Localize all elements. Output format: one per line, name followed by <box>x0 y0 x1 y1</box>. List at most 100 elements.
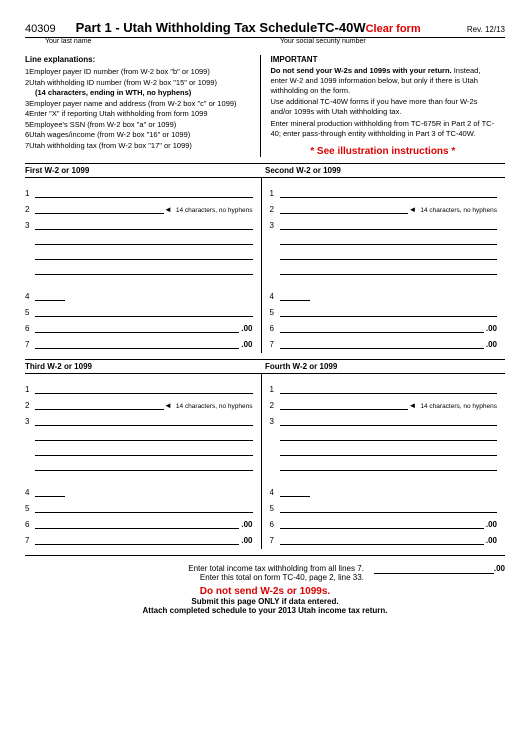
dec-6: .00 <box>241 324 252 333</box>
field-6[interactable] <box>35 519 239 529</box>
important-p3: Enter mineral production withholding fro… <box>271 119 496 139</box>
field-3b[interactable] <box>280 235 498 245</box>
note-14: 14 characters, no hyphens <box>176 207 253 214</box>
field-5[interactable] <box>280 503 498 513</box>
footer-text: Enter total income tax withholding from … <box>25 564 374 582</box>
n2: 2 <box>25 401 35 410</box>
sh1-right: Second W-2 or 1099 <box>265 166 505 175</box>
field-3d[interactable] <box>35 265 253 275</box>
field-1[interactable] <box>35 188 253 198</box>
header: 40309 Part 1 - Utah Withholding Tax Sche… <box>25 20 505 35</box>
submit-note: Submit this page ONLY if data entered. <box>25 597 505 606</box>
exp-2: 2Utah withholding ID number (from W-2 bo… <box>25 78 250 89</box>
clear-form-button[interactable]: Clear form <box>366 23 421 35</box>
dec-7: .00 <box>241 536 252 545</box>
dec-6: .00 <box>241 520 252 529</box>
field-6[interactable] <box>35 323 239 333</box>
note-14: 14 characters, no hyphens <box>420 207 497 214</box>
imp-bold: Do not send your W-2s and 1099s with you… <box>271 66 452 75</box>
note-14: 14 characters, no hyphens <box>176 403 253 410</box>
field-4[interactable] <box>35 291 65 301</box>
field-3a[interactable] <box>35 416 253 426</box>
field-3c[interactable] <box>35 250 253 260</box>
field-3d[interactable] <box>280 461 498 471</box>
field-5[interactable] <box>280 307 498 317</box>
field-3a[interactable] <box>280 220 498 230</box>
block-4: 1 2◄14 characters, no hyphens 3 4 5 6.00… <box>261 374 506 549</box>
n1: 1 <box>25 385 35 394</box>
arrow-icon: ◄ <box>408 205 416 214</box>
block-3: 1 2 ◄ 14 characters, no hyphens 3 4 5 6 .00… <box>25 374 261 549</box>
revision: Rev. 12/13 <box>467 25 505 34</box>
form-id: TC-40W <box>317 20 365 35</box>
n6: 6 <box>25 324 35 333</box>
n4: 4 <box>25 292 35 301</box>
n7: 7 <box>270 536 280 545</box>
field-7[interactable] <box>280 535 484 545</box>
n2: 2 <box>270 205 280 214</box>
n5: 5 <box>25 308 35 317</box>
important-p1: Do not send your W-2s and 1099s with you… <box>271 66 496 95</box>
footer-line2: Enter this total on form TC-40, page 2, … <box>25 573 364 582</box>
exp-5: 5Employee's SSN (from W-2 box "a" or 109… <box>25 120 250 131</box>
field-2[interactable] <box>35 204 164 214</box>
n6: 6 <box>25 520 35 529</box>
field-3a[interactable] <box>280 416 498 426</box>
block-1: 1 2◄14 characters, no hyphens 3 4 5 6.00… <box>25 178 261 353</box>
field-3c[interactable] <box>280 250 498 260</box>
field-7[interactable] <box>35 339 239 349</box>
n5: 5 <box>25 504 35 513</box>
form-code: 40309 <box>25 23 56 35</box>
note-14: 14 characters, no hyphens <box>420 403 497 410</box>
field-5[interactable] <box>35 307 253 317</box>
illustration-note: * See illustration instructions * <box>271 146 496 157</box>
n3: 3 <box>25 417 35 426</box>
field-3a[interactable] <box>35 220 253 230</box>
section-head-1: First W-2 or 1099 Second W-2 or 1099 <box>25 163 505 178</box>
field-4[interactable] <box>280 291 310 301</box>
field-6[interactable] <box>280 519 484 529</box>
field-3b[interactable] <box>35 235 253 245</box>
field-6[interactable] <box>280 323 484 333</box>
arrow-icon: ◄ <box>164 401 172 410</box>
field-3c[interactable] <box>280 446 498 456</box>
n3: 3 <box>25 221 35 230</box>
field-1[interactable] <box>280 188 498 198</box>
n7: 7 <box>270 340 280 349</box>
dec-6: .00 <box>486 520 497 529</box>
footer: Enter total income tax withholding from … <box>25 564 505 615</box>
field-1[interactable] <box>280 384 498 394</box>
section-head-2: Third W-2 or 1099 Fourth W-2 or 1099 <box>25 359 505 374</box>
n6: 6 <box>270 324 280 333</box>
field-2[interactable] <box>280 400 409 410</box>
dec-6: .00 <box>486 324 497 333</box>
explanations: Line explanations: 1Employer payer ID nu… <box>25 55 260 157</box>
total-field[interactable] <box>374 564 494 574</box>
n5: 5 <box>270 504 280 513</box>
field-4[interactable] <box>280 487 310 497</box>
n1: 1 <box>25 189 35 198</box>
field-3b[interactable] <box>35 431 253 441</box>
field-5[interactable] <box>35 503 253 513</box>
n1: 1 <box>270 189 280 198</box>
n2: 2 <box>25 205 35 214</box>
dec-7: .00 <box>486 340 497 349</box>
n7: 7 <box>25 340 35 349</box>
n4: 4 <box>25 488 35 497</box>
field-1[interactable] <box>35 384 253 394</box>
sh2-right: Fourth W-2 or 1099 <box>265 362 505 371</box>
field-2[interactable] <box>35 400 164 410</box>
field-7[interactable] <box>35 535 239 545</box>
field-4[interactable] <box>35 487 65 497</box>
field-3d[interactable] <box>280 265 498 275</box>
field-3c[interactable] <box>35 446 253 456</box>
n3: 3 <box>270 417 280 426</box>
n5: 5 <box>270 308 280 317</box>
important-box: IMPORTANT Do not send your W-2s and 1099… <box>260 55 506 157</box>
field-2[interactable] <box>280 204 409 214</box>
quad-2: 1 2 ◄ 14 characters, no hyphens 3 4 5 6 .00… <box>25 374 505 549</box>
field-3b[interactable] <box>280 431 498 441</box>
field-3d[interactable] <box>35 461 253 471</box>
title: Part 1 - Utah Withholding Tax Schedule <box>76 20 318 35</box>
field-7[interactable] <box>280 339 484 349</box>
